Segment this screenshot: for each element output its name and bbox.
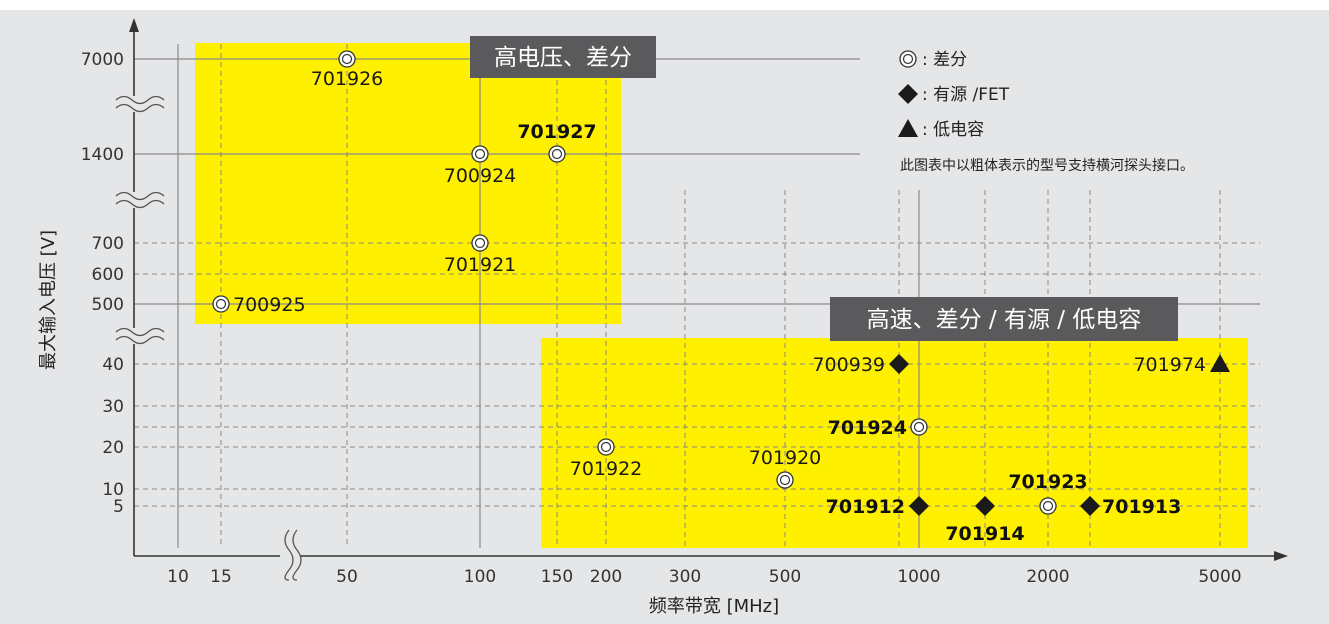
marker-701923-inner <box>1042 500 1054 512</box>
point-label-701923: 701923 <box>1008 471 1087 493</box>
marker-701924 <box>910 418 928 436</box>
marker-701922 <box>597 438 615 456</box>
point-label-701924: 701924 <box>828 417 907 439</box>
y-axis-break-mark <box>115 335 165 345</box>
x-tick-label: 100 <box>464 567 496 587</box>
marker-701913 <box>1080 496 1100 516</box>
marker-701921-inner <box>474 237 486 249</box>
legend-symbol-diamond <box>898 84 918 104</box>
x-tick-label: 2000 <box>1026 567 1069 587</box>
x-axis-break-mark <box>292 529 302 581</box>
legend-symbol-double-circle-inner <box>902 53 914 65</box>
legend-item-label: : 低电容 <box>922 120 984 140</box>
marker-701927-inner <box>551 148 563 160</box>
region-title-high-speed: 高速、差分 / 有源 / 低电容 <box>867 307 1142 333</box>
y-tick-label: 20 <box>102 438 124 458</box>
point-label-701920: 701920 <box>749 447 822 469</box>
x-tick-label: 200 <box>590 567 622 587</box>
legend-note: 此图表中以粗体表示的型号支持横河探头接口。 <box>900 157 1194 174</box>
marker-701924-inner <box>913 421 925 433</box>
x-tick-label: 300 <box>669 567 701 587</box>
region-title-box <box>470 36 656 78</box>
point-label-701921: 701921 <box>444 254 517 276</box>
y-tick-label: 1400 <box>81 145 124 165</box>
y-axis-title: 最大输入电压 [V] <box>38 230 59 370</box>
point-label-700924: 700924 <box>444 165 517 187</box>
point-label-701974: 701974 <box>1133 354 1206 376</box>
y-axis-arrow <box>129 18 139 32</box>
y-tick-label: 10 <box>102 480 124 500</box>
legend-symbol-double-circle <box>899 50 917 68</box>
point-label-700939: 700939 <box>812 354 885 376</box>
marker-700924 <box>471 145 489 163</box>
x-axis-title: 频率带宽 [MHz] <box>649 596 779 617</box>
x-tick-label: 15 <box>210 567 232 587</box>
marker-701922-inner <box>600 441 612 453</box>
x-axis-break-gap <box>280 530 300 580</box>
legend-symbol-triangle <box>898 119 918 137</box>
marker-700925 <box>212 295 230 313</box>
x-tick-label: 5000 <box>1198 567 1241 587</box>
legend-item-label: : 差分 <box>922 50 967 70</box>
y-axis-break-mark <box>115 199 165 209</box>
point-label-701926: 701926 <box>311 68 384 90</box>
point-label-701912: 701912 <box>826 496 905 518</box>
region-title-box <box>830 297 1178 341</box>
y-tick-label: 40 <box>102 355 124 375</box>
point-label-701922: 701922 <box>570 458 643 480</box>
marker-701920-inner <box>779 474 791 486</box>
point-label-701927: 701927 <box>517 121 596 143</box>
y-tick-label: 30 <box>102 397 124 417</box>
x-tick-label: 150 <box>541 567 573 587</box>
region-high-speed <box>541 338 1248 548</box>
x-tick-label: 10 <box>167 567 189 587</box>
x-tick-label: 50 <box>336 567 358 587</box>
point-label-700925: 700925 <box>233 294 306 316</box>
y-tick-label: 5 <box>113 497 124 517</box>
marker-701926-inner <box>341 53 353 65</box>
marker-701974 <box>1210 354 1230 372</box>
marker-701923 <box>1039 497 1057 515</box>
legend-item-label: : 有源 /FET <box>922 85 1010 105</box>
marker-700924-inner <box>474 148 486 160</box>
y-axis-break-mark <box>115 327 165 337</box>
marker-701920 <box>776 471 794 489</box>
region-high-voltage <box>195 43 621 324</box>
y-tick-label: 700 <box>92 234 124 254</box>
region-title-high-voltage: 高电压、差分 <box>494 45 632 71</box>
marker-701927 <box>548 145 566 163</box>
point-label-701913: 701913 <box>1102 496 1181 518</box>
y-tick-label: 600 <box>92 265 124 285</box>
point-label-701914: 701914 <box>945 523 1024 545</box>
x-tick-label: 1000 <box>897 567 940 587</box>
y-axis-break-mark <box>115 103 165 113</box>
y-tick-label: 7000 <box>81 50 124 70</box>
marker-700939 <box>889 354 909 374</box>
y-axis-break-mark <box>115 95 165 105</box>
marker-701926 <box>338 50 356 68</box>
x-axis-break-mark <box>284 529 294 581</box>
marker-701921 <box>471 234 489 252</box>
y-tick-label: 500 <box>92 295 124 315</box>
y-axis-break-mark <box>115 191 165 201</box>
marker-701914 <box>975 496 995 516</box>
x-axis-arrow <box>1274 551 1288 561</box>
x-tick-label: 500 <box>769 567 801 587</box>
marker-701912 <box>909 496 929 516</box>
marker-700925-inner <box>215 298 227 310</box>
